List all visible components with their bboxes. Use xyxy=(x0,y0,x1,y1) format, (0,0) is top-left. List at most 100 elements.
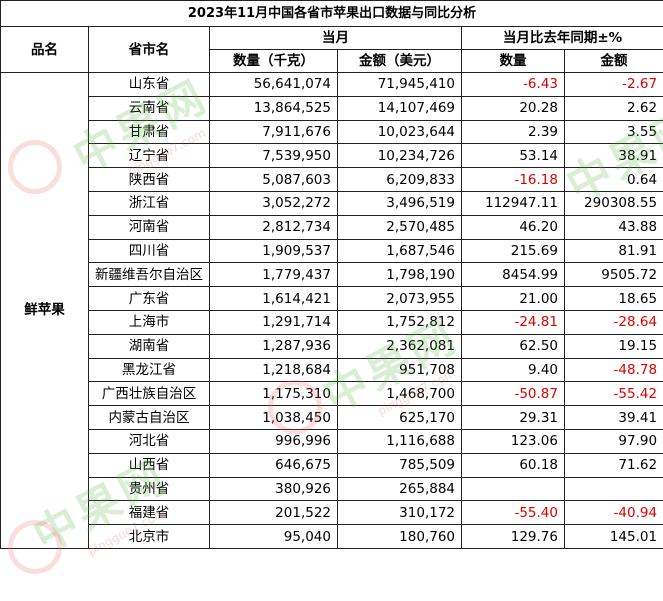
yoy-amount-cell: 2.62 xyxy=(563,95,663,121)
table-row: 四川省 1,909,537 1,687,546 215.69 81.91 xyxy=(1,238,663,264)
qty-cell: 1,038,450 xyxy=(209,405,338,430)
table-row: 福建省 201,522 310,172 -55.40 -40.94 xyxy=(1,500,663,526)
yoy-qty-cell: -6.43 xyxy=(461,72,565,97)
yoy-qty-cell: -16.18 xyxy=(461,167,565,192)
yoy-qty-cell xyxy=(461,476,565,502)
header-yoy-amount: 金额 xyxy=(563,49,663,73)
amount-cell: 625,170 xyxy=(337,405,462,430)
amount-cell: 1,687,546 xyxy=(337,238,462,264)
yoy-qty-cell: 46.20 xyxy=(461,214,565,240)
qty-cell: 646,675 xyxy=(209,452,338,478)
province-cell: 贵州省 xyxy=(88,476,210,502)
province-cell: 福建省 xyxy=(88,500,210,526)
province-cell: 河南省 xyxy=(88,214,210,240)
qty-cell: 5,087,603 xyxy=(209,167,338,192)
province-cell: 四川省 xyxy=(88,238,210,264)
yoy-amount-cell: 43.88 xyxy=(563,214,663,240)
yoy-amount-cell: -28.64 xyxy=(563,309,663,335)
yoy-amount-cell: -48.78 xyxy=(563,357,663,383)
amount-cell: 265,884 xyxy=(337,476,462,502)
qty-cell: 56,641,074 xyxy=(209,72,338,97)
amount-cell: 10,023,644 xyxy=(337,119,462,145)
table-row: 云南省 13,864,525 14,107,469 20.28 2.62 xyxy=(1,95,663,121)
yoy-qty-cell: 215.69 xyxy=(461,238,565,264)
header-province: 省市名 xyxy=(88,26,210,73)
province-cell: 新疆维吾尔自治区 xyxy=(88,262,210,288)
amount-cell: 2,073,955 xyxy=(337,286,462,311)
qty-cell: 201,522 xyxy=(209,500,338,526)
province-cell: 内蒙古自治区 xyxy=(88,405,210,430)
yoy-qty-cell: -50.87 xyxy=(461,381,565,407)
yoy-qty-cell: 129.76 xyxy=(461,524,565,549)
yoy-amount-cell: -55.42 xyxy=(563,381,663,407)
province-cell: 山西省 xyxy=(88,452,210,478)
table-row: 陕西省 5,087,603 6,209,833 -16.18 0.64 xyxy=(1,167,663,192)
table-body: 鲜苹果 山东省 56,641,074 71,945,410 -6.43 -2.67 云南省 1… xyxy=(0,72,663,549)
yoy-qty-cell: 8454.99 xyxy=(461,262,565,288)
table-title: 2023年11月中国各省市苹果出口数据与同比分析 xyxy=(0,0,663,27)
yoy-qty-cell: 123.06 xyxy=(461,428,565,454)
header-yoy-qty: 数量 xyxy=(461,49,565,73)
amount-cell: 1,798,190 xyxy=(337,262,462,288)
amount-cell: 10,234,726 xyxy=(337,143,462,169)
amount-cell: 180,760 xyxy=(337,524,462,549)
province-cell: 黑龙江省 xyxy=(88,357,210,383)
header-qty: 数量（千克） xyxy=(209,49,338,73)
qty-cell: 1,218,684 xyxy=(209,357,338,383)
province-cell: 甘肃省 xyxy=(88,119,210,145)
table-row: 贵州省 380,926 265,884 xyxy=(1,476,663,502)
yoy-amount-cell: 9505.72 xyxy=(563,262,663,288)
yoy-qty-cell: 2.39 xyxy=(461,119,565,145)
yoy-qty-cell: 62.50 xyxy=(461,333,565,359)
amount-cell: 310,172 xyxy=(337,500,462,526)
qty-cell: 7,539,950 xyxy=(209,143,338,169)
header-product: 品名 xyxy=(0,26,89,73)
yoy-qty-cell: 21.00 xyxy=(461,286,565,311)
yoy-amount-cell: 81.91 xyxy=(563,238,663,264)
amount-cell: 71,945,410 xyxy=(337,72,462,97)
table-row: 辽宁省 7,539,950 10,234,726 53.14 38.91 xyxy=(1,143,663,169)
province-cell: 广东省 xyxy=(88,286,210,311)
yoy-amount-cell: 19.15 xyxy=(563,333,663,359)
yoy-amount-cell: 0.64 xyxy=(563,167,663,192)
amount-cell: 2,362,081 xyxy=(337,333,462,359)
qty-cell: 13,864,525 xyxy=(209,95,338,121)
province-cell: 山东省 xyxy=(88,72,210,97)
province-cell: 陕西省 xyxy=(88,167,210,192)
province-cell: 浙江省 xyxy=(88,190,210,216)
yoy-amount-cell: 145.01 xyxy=(563,524,663,549)
table-row: 北京市 95,040 180,760 129.76 145.01 xyxy=(1,524,663,549)
table-row: 新疆维吾尔自治区 1,779,437 1,798,190 8454.99 9505.72 xyxy=(1,262,663,288)
yoy-qty-cell: 112947.11 xyxy=(461,190,565,216)
amount-cell: 6,209,833 xyxy=(337,167,462,192)
header-yoy: 当月比去年同期±% xyxy=(460,26,663,50)
amount-cell: 1,752,812 xyxy=(337,309,462,335)
table-row: 鲜苹果 山东省 56,641,074 71,945,410 -6.43 -2.67 xyxy=(0,72,663,549)
yoy-qty-cell: 29.31 xyxy=(461,405,565,430)
amount-cell: 785,509 xyxy=(337,452,462,478)
yoy-qty-cell: -55.40 xyxy=(461,500,565,526)
qty-cell: 3,052,272 xyxy=(209,190,338,216)
table-row: 上海市 1,291,714 1,752,812 -24.81 -28.64 xyxy=(1,309,663,335)
qty-cell: 7,911,676 xyxy=(209,119,338,145)
province-cell: 云南省 xyxy=(88,95,210,121)
header-amount: 金额（美元） xyxy=(337,49,462,73)
amount-cell: 951,708 xyxy=(337,357,462,383)
yoy-amount-cell: 3.55 xyxy=(563,119,663,145)
yoy-qty-cell: 9.40 xyxy=(461,357,565,383)
yoy-qty-cell: 60.18 xyxy=(461,452,565,478)
qty-cell: 1,614,421 xyxy=(209,286,338,311)
province-cell: 辽宁省 xyxy=(88,143,210,169)
amount-cell: 1,468,700 xyxy=(337,381,462,407)
yoy-amount-cell: 71.62 xyxy=(563,452,663,478)
qty-cell: 1,909,537 xyxy=(209,238,338,264)
table-row: 山西省 646,675 785,509 60.18 71.62 xyxy=(1,452,663,478)
table-row: 河南省 2,812,734 2,570,485 46.20 43.88 xyxy=(1,214,663,240)
table-row: 湖南省 1,287,936 2,362,081 62.50 19.15 xyxy=(1,333,663,359)
province-cell: 湖南省 xyxy=(88,333,210,359)
yoy-amount-cell: 39.41 xyxy=(563,405,663,430)
table-row: 河北省 996,996 1,116,688 123.06 97.90 xyxy=(1,428,663,454)
qty-cell: 1,175,310 xyxy=(209,381,338,407)
qty-cell: 1,291,714 xyxy=(209,309,338,335)
apple-export-table: 2023年11月中国各省市苹果出口数据与同比分析 品名 省市名 当月 当月比去年… xyxy=(0,0,663,549)
